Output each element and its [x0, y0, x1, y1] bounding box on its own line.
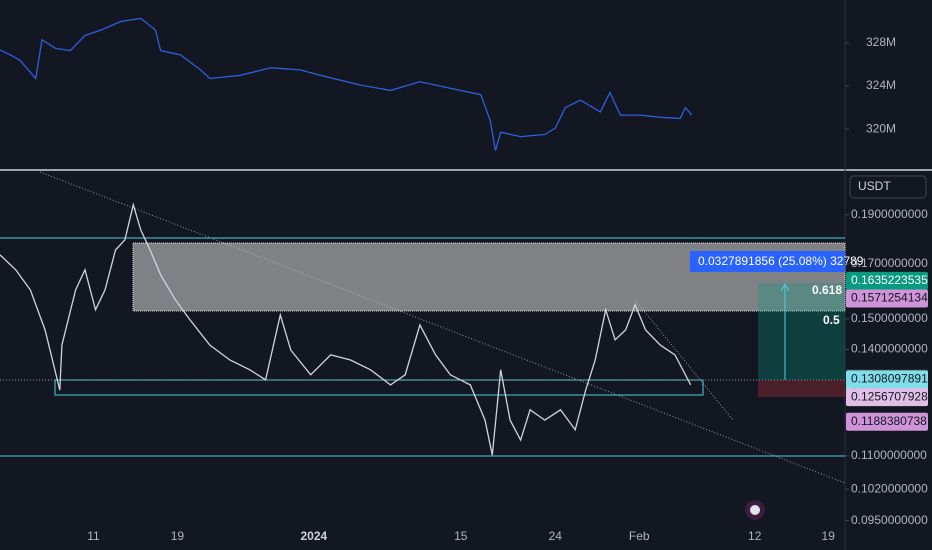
measure-label: 0.0327891856 (25.08%) 32789 — [698, 254, 864, 268]
y-tick-label: 0.1400000000 — [851, 342, 928, 356]
y-tick-label: 0.1900000000 — [851, 207, 928, 221]
stop-zone — [758, 380, 845, 397]
price-badge-label: 0.1308097891 — [851, 372, 928, 386]
y-tick-label: 0.1500000000 — [851, 311, 928, 325]
price-badge-label: 0.1256707928 — [851, 389, 928, 403]
x-tick-label: 15 — [454, 529, 468, 543]
target-zone — [758, 283, 845, 380]
currency-box[interactable] — [849, 175, 927, 199]
currency[interactable]: USDT — [858, 179, 891, 193]
arrow-head — [780, 282, 790, 292]
price-badge-label: 0.1188380738 — [851, 414, 927, 428]
x-tick-label: Feb — [629, 529, 650, 543]
y-tick-label: 0.1100000000 — [851, 448, 927, 462]
series-line — [0, 202, 692, 456]
y-tick-label: 328M — [866, 35, 896, 49]
trend-line — [634, 299, 734, 421]
price-badge — [846, 412, 928, 431]
y-tick-label: 320M — [866, 121, 896, 135]
price-badge-label: 0.1635223535 — [851, 273, 928, 287]
fib-label: 0.618 — [812, 283, 842, 297]
x-tick-label: 11 — [87, 529, 100, 543]
price-badge — [846, 271, 928, 290]
y-tick-label: 0.1020000000 — [851, 481, 928, 495]
measure-box — [690, 251, 845, 272]
x-tick-label: 24 — [549, 529, 563, 543]
y-tick-label: 0.1700000000 — [851, 256, 928, 270]
price-badge — [846, 388, 928, 407]
x-tick-label: 19 — [171, 529, 185, 543]
price-badge — [846, 289, 928, 308]
logo-inner — [750, 505, 760, 515]
series-line — [0, 17, 693, 151]
price-badge-label: 0.1571254134 — [851, 291, 928, 305]
y-tick-label: 0.0950000000 — [851, 513, 928, 527]
y-tick-label: 324M — [866, 78, 896, 92]
x-tick-label: 12 — [748, 529, 762, 543]
fib-label: 0.5 — [823, 313, 840, 327]
x-tick-label: 19 — [822, 529, 836, 543]
x-tick-label: 2024 — [301, 529, 328, 543]
